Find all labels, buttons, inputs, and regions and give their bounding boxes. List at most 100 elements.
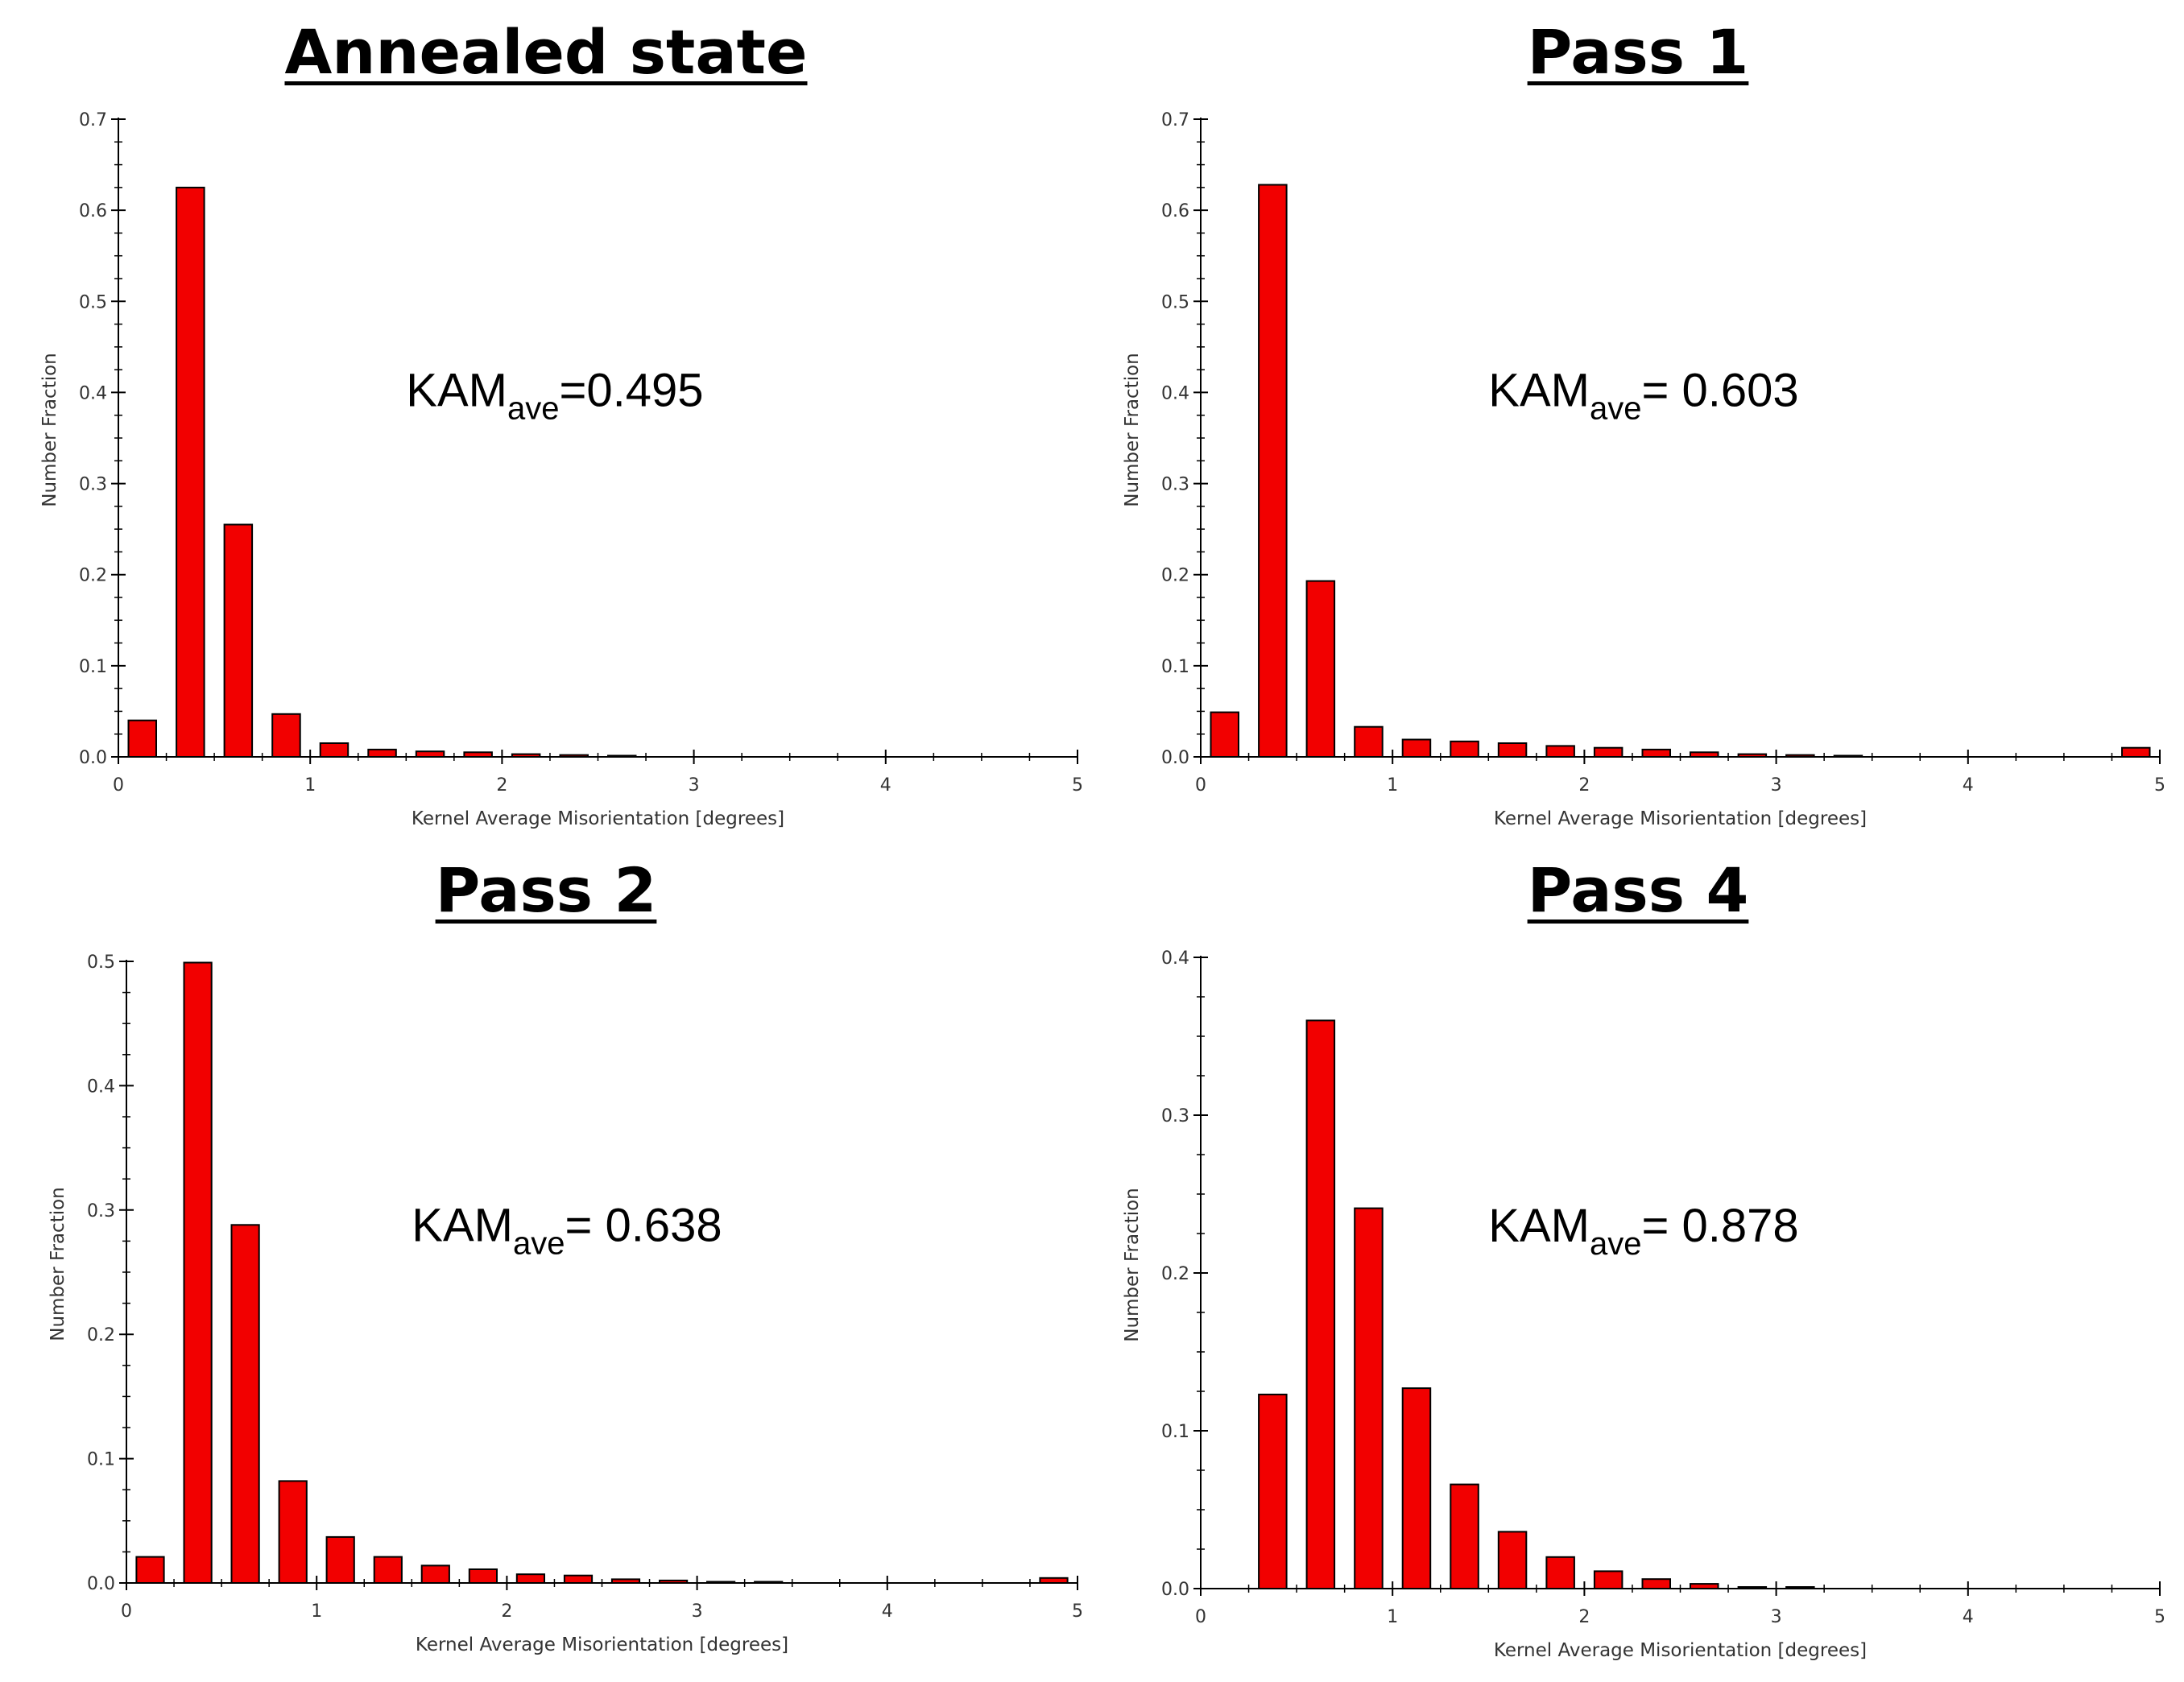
chart-pass-1: 0.0 0.1 0.2 0.3 0.4 0.5 0.6 0.7 0 1 2 3 4 5 Kernel Ave… [1122,110,2165,829]
bar [183,961,213,1584]
x-tick-label: 2 [1578,775,1590,796]
y-tick-label: 0.4 [1161,383,1189,403]
bar [325,1535,355,1585]
x-tick-label: 3 [689,775,700,796]
bar [1641,1578,1671,1590]
chart-title: Pass 4 [1527,854,1749,926]
x-tick-label: 4 [880,775,891,796]
kam-value: = 0.878 [1641,1200,1798,1252]
bar [176,186,205,758]
y-tick-label: 0.4 [1161,948,1189,969]
x-axis-label: Kernel Average Misorientation [degrees] [1494,1640,1867,1661]
y-axis-label: Number Fraction [48,1187,68,1341]
bar [1354,1207,1384,1589]
kam-value: = 0.638 [565,1199,722,1251]
chart-annealed: 0.0 0.1 0.2 0.3 0.4 0.5 0.6 0.7 0 1 2 3 4 5 Kernel Ave… [39,110,1083,829]
bar [420,1564,450,1585]
y-tick-label: 0.5 [79,292,107,312]
y-tick-label: 0.3 [1161,1106,1189,1126]
x-tick-label: 2 [496,775,507,796]
y-tick-label: 0.1 [1161,657,1189,677]
y-tick-label: 0.2 [1161,566,1189,586]
x-tick-label: 4 [882,1601,893,1622]
y-axis-label: Number Fraction [39,353,60,507]
bar [1545,745,1575,758]
y-tick-label: 0.6 [1161,201,1189,221]
x-tick-label: 3 [1771,1607,1782,1627]
x-tick-label: 3 [692,1601,703,1622]
bar [373,1556,403,1584]
y-tick-label: 0.6 [79,201,107,221]
kam-subscript: ave [507,391,560,426]
kam-main: KAM [1488,1200,1590,1252]
bar [127,719,157,758]
x-tick-label: 0 [1195,1607,1206,1627]
kam-main: KAM [406,364,507,416]
bar [1305,1019,1336,1589]
chart-panel-pass-4: Pass 4 0.0 0.1 0.2 0.3 0.4 0 1 2 3 4 5 Kernel Avera… [1092,841,2184,1682]
y-tick-label: 0.4 [79,383,107,403]
bar [1641,748,1671,758]
bar [1593,746,1624,758]
chart-title: Annealed state [284,16,808,88]
kam-main: KAM [1488,364,1590,416]
bar [1593,1570,1624,1590]
y-tick-label: 0.7 [1161,110,1189,130]
kam-subscript: ave [513,1225,565,1261]
kam-annotation: KAMave= 0.638 [412,1199,722,1261]
bar [1450,740,1479,758]
bar [563,1574,594,1585]
bar [271,713,301,758]
y-axis-label: Number Fraction [1122,353,1143,507]
x-tick-label: 5 [1072,775,1083,796]
bar [1401,1387,1432,1589]
y-tick-label: 0.0 [1161,748,1189,768]
bar [1305,580,1336,758]
x-tick-label: 1 [1387,775,1398,796]
kam-annotation: KAMave=0.495 [406,364,703,426]
x-tick-label: 4 [1963,775,1974,796]
kam-value: = 0.603 [1641,364,1798,416]
x-tick-label: 2 [501,1601,512,1622]
y-tick-label: 0.7 [79,110,107,130]
bar [1354,725,1384,758]
y-tick-label: 0.1 [1161,1422,1189,1442]
bar [319,742,350,758]
x-axis-label: Kernel Average Misorientation [degrees] [412,808,784,829]
bar [468,1568,498,1584]
bar [1545,1556,1575,1589]
x-tick-label: 0 [1195,775,1206,796]
bar [230,1224,260,1584]
bar [1258,1393,1288,1590]
y-tick-label: 0.1 [87,1450,115,1470]
kam-main: KAM [412,1199,513,1251]
y-tick-label: 0.4 [87,1077,115,1097]
chart-panel-annealed: Annealed state 0.0 0.1 0.2 0.3 0.4 0.5 0.6 0.7 0… [0,0,1092,841]
y-tick-label: 0.3 [1161,475,1189,495]
bar [515,1573,545,1585]
y-axis-label: Number Fraction [1122,1188,1143,1342]
x-tick-label: 0 [113,775,124,796]
y-tick-label: 0.2 [79,566,107,586]
chart-title: Pass 1 [1527,16,1749,88]
x-axis-label: Kernel Average Misorientation [degrees] [416,1634,788,1655]
bar [1258,184,1288,758]
bar [415,750,445,758]
chart-panel-pass-2: Pass 2 0.0 0.1 0.2 0.3 0.4 0.5 0 1 2 3 4 5 Kernel Av… [0,841,1092,1682]
x-tick-label: 1 [311,1601,322,1622]
x-tick-label: 2 [1578,1607,1590,1627]
y-tick-label: 0.0 [79,748,107,768]
y-tick-label: 0.5 [1161,292,1189,312]
chart-pass-4: 0.0 0.1 0.2 0.3 0.4 0 1 2 3 4 5 Kernel Average Miso… [1122,948,2165,1661]
kam-subscript: ave [1590,1226,1642,1262]
y-tick-label: 0.0 [87,1574,115,1594]
y-tick-label: 0.3 [87,1201,115,1221]
bar [278,1480,308,1585]
kam-annotation: KAMave= 0.603 [1488,364,1798,426]
kam-subscript: ave [1590,391,1642,426]
y-tick-label: 0.2 [1161,1264,1189,1284]
kam-annotation: KAMave= 0.878 [1488,1200,1798,1262]
bar [1450,1483,1479,1589]
bar [2121,746,2151,758]
chart-pass-2: 0.0 0.1 0.2 0.3 0.4 0.5 0 1 2 3 4 5 Kernel Average M… [48,953,1083,1655]
